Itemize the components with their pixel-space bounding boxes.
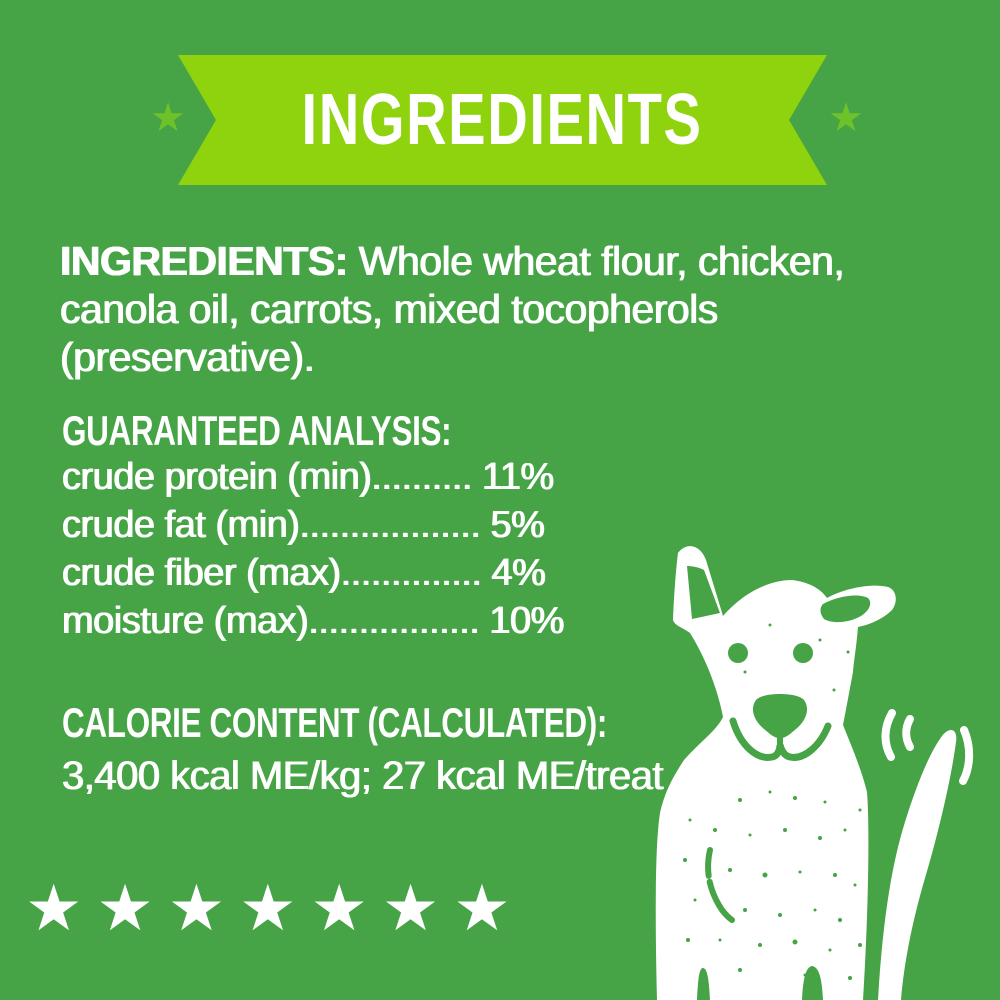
star-icon: ★ <box>381 872 440 944</box>
analysis-row: crude protein (min).......... 11% <box>62 453 564 501</box>
dog-ear-inner-right <box>820 595 871 623</box>
dot-leader: .................. <box>299 504 481 546</box>
ingredients-paragraph: INGREDIENTS: Whole wheat flour, chicken,… <box>60 237 898 381</box>
dog-speckles <box>683 623 872 980</box>
dot-leader: .......... <box>371 456 472 498</box>
analysis-row-value: 5% <box>490 504 545 546</box>
dog-eye-right <box>793 643 813 663</box>
star-icon: ★ <box>310 872 368 944</box>
ingredients-text: Whole wheat flour, chicken, canola oil, … <box>60 238 845 380</box>
ingredients-label: INGREDIENTS: <box>60 238 348 284</box>
analysis-row: crude fat (min).................. 5% <box>62 501 564 549</box>
dot-leader: .............. <box>340 552 482 594</box>
banner-star-left-icon: ★ <box>150 96 186 140</box>
star-icon: ★ <box>453 872 511 944</box>
analysis-row-value: 11% <box>481 456 554 498</box>
dog-silhouette <box>655 546 896 1000</box>
banner-ribbon: INGREDIENTS <box>178 55 827 185</box>
star-icon: ★ <box>25 872 83 944</box>
analysis-row-value: 4% <box>491 552 546 594</box>
dog-ear-inner-left <box>687 566 720 619</box>
dog-nose <box>752 694 808 738</box>
dog-mouth <box>729 717 832 761</box>
guaranteed-analysis-heading: GUARANTEED ANALYSIS: <box>62 407 452 454</box>
analysis-row-label: crude fiber (max) <box>62 552 341 594</box>
analysis-row: moisture (max)................. 10% <box>62 597 564 645</box>
dog-eye-left <box>728 643 748 663</box>
dot-leader: ................. <box>308 600 480 642</box>
analysis-row: crude fiber (max).............. 4% <box>62 549 564 597</box>
analysis-row-value: 10% <box>489 600 564 642</box>
banner-star-right-icon: ★ <box>828 96 864 140</box>
footer-stars: ★ ★ ★ ★ ★ ★ ★ <box>25 870 511 946</box>
analysis-row-label: crude protein (min) <box>62 456 372 498</box>
calorie-content-heading: CALORIE CONTENT (CALCULATED): <box>62 699 607 746</box>
tail-motion-lines <box>881 709 974 785</box>
dog-illustration <box>655 546 974 1000</box>
analysis-row-label: crude fat (min) <box>62 504 300 546</box>
banner-title: INGREDIENTS <box>302 80 703 160</box>
guaranteed-analysis-table: crude protein (min).......... 11% crude f… <box>62 453 564 645</box>
calorie-content-value: 3,400 kcal ME/kg; 27 kcal ME/treat <box>62 754 664 798</box>
dog-chest-streak <box>705 847 735 923</box>
dog-tail <box>878 730 957 1000</box>
analysis-row-label: moisture (max) <box>62 600 309 642</box>
star-icon: ★ <box>96 872 154 944</box>
star-icon: ★ <box>239 872 297 944</box>
star-icon: ★ <box>167 872 226 944</box>
